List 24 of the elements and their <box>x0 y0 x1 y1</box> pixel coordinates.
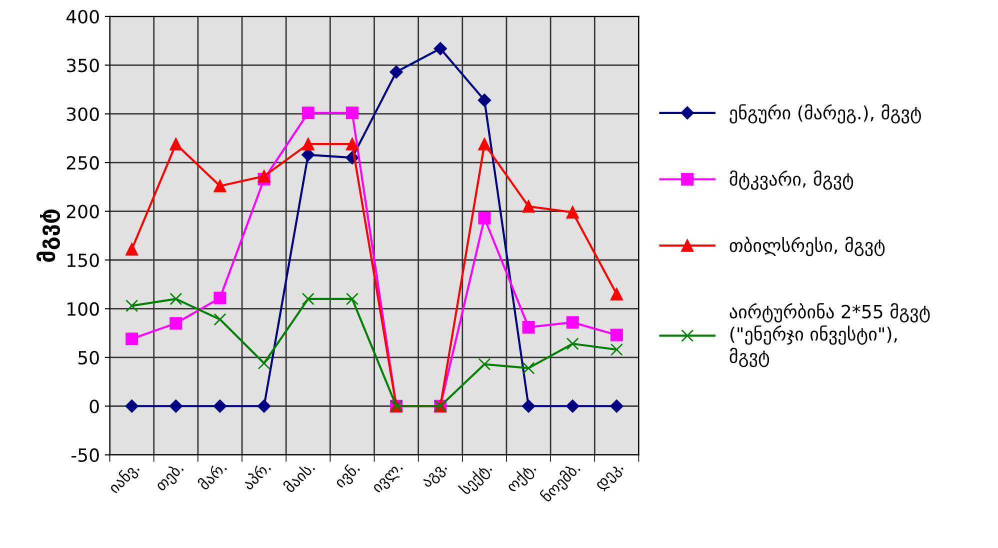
x-tick-label: მაის. <box>282 460 316 494</box>
y-tick-label: 100 <box>68 302 99 316</box>
y-tick-label: 350 <box>66 58 99 72</box>
legend-label: თბილსრესი, მგვტ <box>730 236 885 256</box>
y-tick-label: 400 <box>66 10 99 24</box>
y-tick-label: -50 <box>71 448 99 462</box>
y-tick-label: 150 <box>68 253 99 268</box>
legend-label: აირტურბინა 2*55 მგვტ ("ენერჯი ინვესტი"), მგვტ <box>730 303 930 368</box>
legend-label: მტკვარი, მგვტ <box>730 170 854 190</box>
y-tick-label: 200 <box>66 204 99 218</box>
y-axis-title: მგვტ <box>36 209 60 262</box>
x-tick-label: ოქტ. <box>504 460 539 496</box>
y-tick-label: 300 <box>66 107 99 121</box>
x-tick-label: ივნ. <box>332 460 363 491</box>
x-tick-label: აპრ. <box>240 460 272 491</box>
y-tick-label: 250 <box>66 156 99 170</box>
y-tick-label: 50 <box>78 350 99 365</box>
x-tick-label: მარ. <box>196 460 228 491</box>
x-tick-label: იანვ. <box>106 460 142 496</box>
legend-label: ენგური (მარეგ.), მგვტ <box>730 104 921 124</box>
x-tick-label: აგვ. <box>422 462 450 490</box>
x-tick-label: დეკ. <box>596 462 626 493</box>
x-tick-label: თებ. <box>153 460 186 494</box>
y-tick-label: 0 <box>90 400 99 414</box>
